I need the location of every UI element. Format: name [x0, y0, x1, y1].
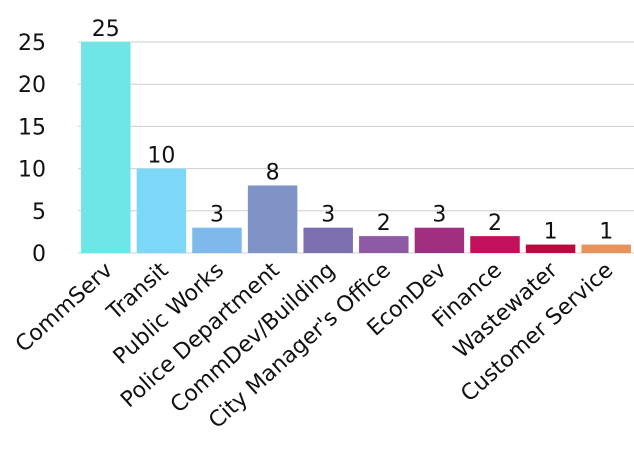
data-label: 2 — [488, 211, 502, 236]
bar — [470, 236, 520, 253]
data-label: 10 — [147, 144, 175, 169]
data-label: 3 — [210, 203, 224, 228]
y-tick-label: 15 — [18, 115, 46, 140]
data-label: 1 — [599, 220, 613, 245]
bar — [525, 244, 576, 253]
data-label: 1 — [544, 220, 558, 245]
data-label: 25 — [92, 17, 120, 42]
bar — [192, 227, 242, 253]
bar — [581, 244, 631, 253]
y-tick-label: 10 — [18, 158, 46, 183]
bar — [303, 227, 353, 253]
data-label: 3 — [432, 203, 446, 228]
data-label: 3 — [321, 203, 335, 228]
y-tick-label: 25 — [18, 31, 46, 56]
data-label: 8 — [266, 160, 280, 185]
bar — [414, 227, 465, 253]
bar — [136, 168, 187, 253]
y-tick-label: 5 — [32, 200, 46, 225]
bar — [81, 42, 131, 253]
y-tick-label: 20 — [18, 73, 46, 98]
y-tick-label: 0 — [32, 242, 46, 267]
bar — [247, 185, 298, 253]
data-label: 2 — [377, 211, 391, 236]
bar — [359, 236, 409, 253]
x-tick-label: CommServ — [11, 258, 118, 358]
